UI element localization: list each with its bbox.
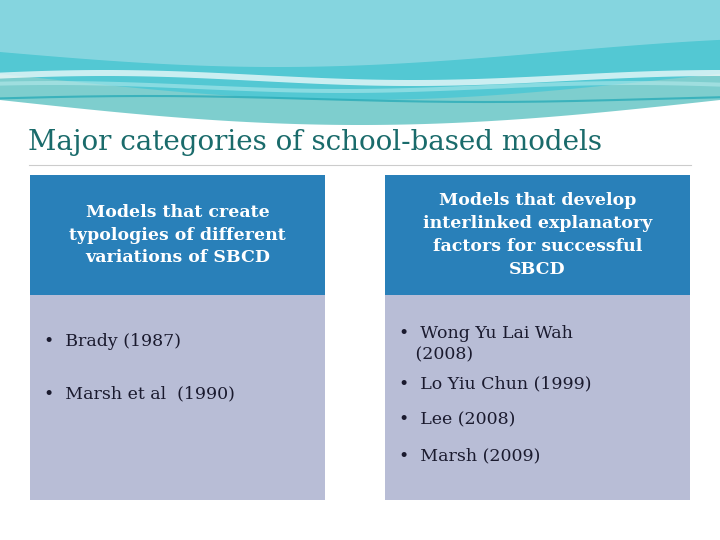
Text: Models that develop
interlinked explanatory
factors for successful
SBCD: Models that develop interlinked explanat… [423,192,652,278]
Polygon shape [0,81,720,93]
Text: •  Marsh (2009): • Marsh (2009) [399,447,541,464]
Polygon shape [0,0,720,125]
FancyBboxPatch shape [30,295,325,500]
Polygon shape [0,0,720,100]
FancyBboxPatch shape [385,295,690,500]
Text: •  Marsh et al  (1990): • Marsh et al (1990) [44,385,235,402]
Text: •  Lee (2008): • Lee (2008) [399,411,516,428]
Text: •  Brady (1987): • Brady (1987) [44,333,181,350]
FancyBboxPatch shape [385,175,690,295]
Text: Major categories of school-based models: Major categories of school-based models [28,129,602,156]
Polygon shape [0,70,720,86]
Polygon shape [0,0,720,67]
Text: Models that create
typologies of different
variations of SBCD: Models that create typologies of differe… [69,204,286,266]
Text: •  Lo Yiu Chun (1999): • Lo Yiu Chun (1999) [399,375,592,392]
Text: •  Wong Yu Lai Wah
   (2008): • Wong Yu Lai Wah (2008) [399,325,573,363]
FancyBboxPatch shape [30,175,325,295]
